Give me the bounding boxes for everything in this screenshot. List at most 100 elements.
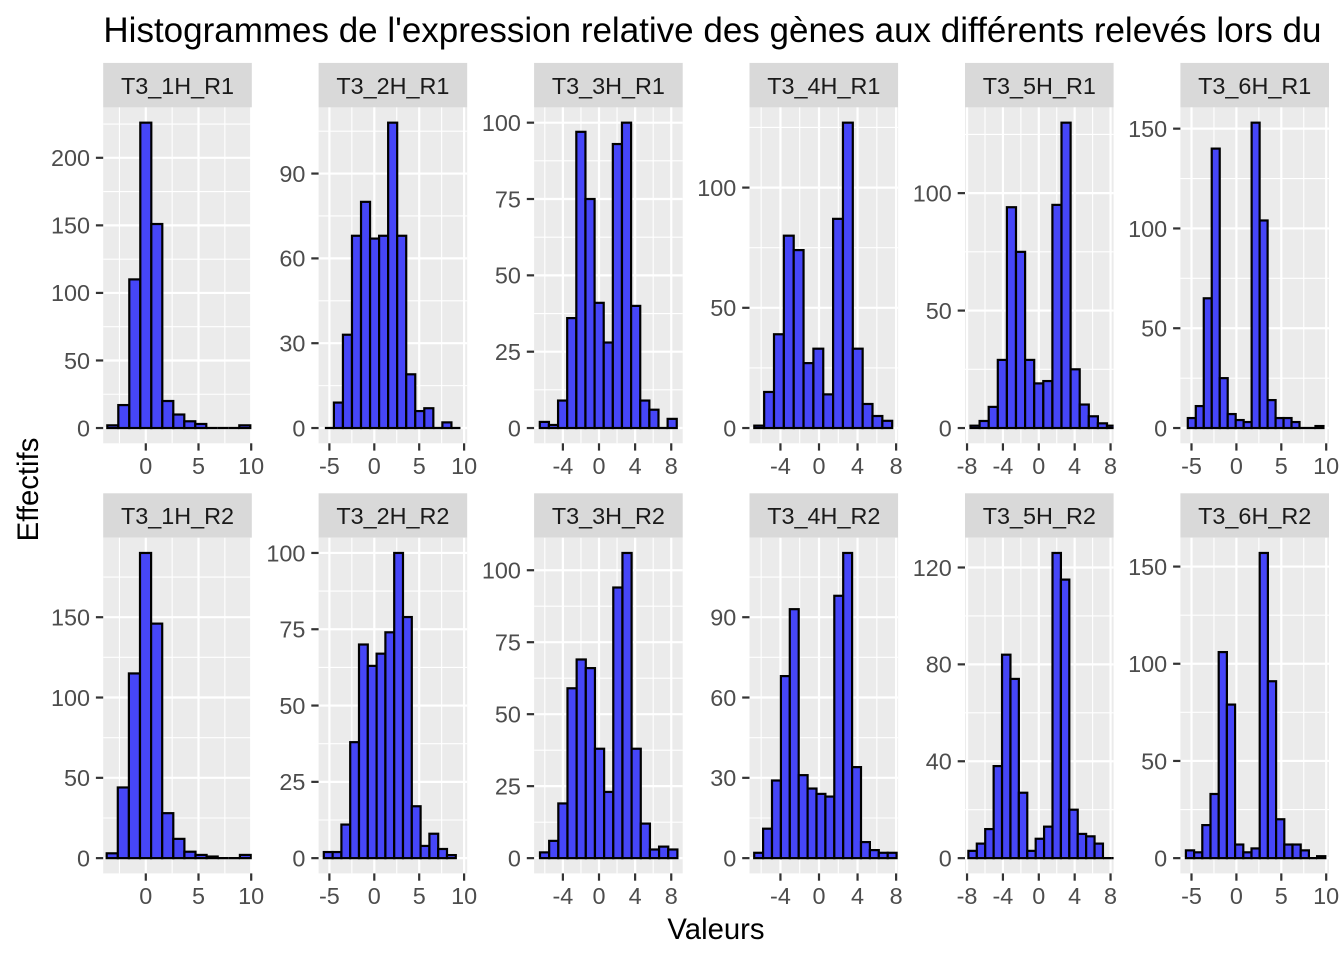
svg-text:25: 25	[279, 769, 305, 795]
svg-text:0: 0	[77, 845, 90, 871]
svg-text:0: 0	[1154, 415, 1167, 441]
svg-text:120: 120	[913, 555, 952, 581]
svg-text:150: 150	[1128, 116, 1167, 142]
svg-text:90: 90	[279, 161, 305, 187]
svg-text:8: 8	[665, 453, 678, 479]
svg-text:0: 0	[812, 453, 825, 479]
svg-text:0: 0	[368, 453, 381, 479]
svg-text:100: 100	[51, 685, 90, 711]
svg-text:T3_6H_R1: T3_6H_R1	[1198, 73, 1311, 99]
svg-text:100: 100	[51, 280, 90, 306]
svg-text:50: 50	[64, 765, 90, 791]
svg-text:8: 8	[1104, 453, 1117, 479]
svg-text:75: 75	[495, 186, 521, 212]
svg-text:100: 100	[482, 558, 521, 584]
svg-text:40: 40	[926, 749, 952, 775]
svg-text:200: 200	[51, 145, 90, 171]
svg-text:T3_6H_R2: T3_6H_R2	[1198, 503, 1311, 529]
svg-text:10: 10	[1313, 453, 1339, 479]
svg-text:5: 5	[1275, 883, 1288, 909]
svg-text:150: 150	[51, 605, 90, 631]
svg-text:0: 0	[1154, 845, 1167, 871]
svg-text:-8: -8	[957, 453, 978, 479]
svg-text:60: 60	[279, 246, 305, 272]
svg-text:0: 0	[292, 415, 305, 441]
svg-text:50: 50	[495, 263, 521, 289]
svg-text:0: 0	[1230, 883, 1243, 909]
svg-text:-4: -4	[552, 453, 573, 479]
svg-text:4: 4	[629, 453, 642, 479]
svg-text:T3_5H_R2: T3_5H_R2	[983, 503, 1096, 529]
svg-text:Histogrammes de l'expression r: Histogrammes de l'expression relative de…	[103, 11, 1321, 50]
svg-text:50: 50	[495, 701, 521, 727]
svg-text:0: 0	[1230, 453, 1243, 479]
svg-text:50: 50	[1141, 748, 1167, 774]
svg-text:50: 50	[64, 348, 90, 374]
svg-text:0: 0	[1032, 883, 1045, 909]
svg-text:150: 150	[1128, 554, 1167, 580]
svg-text:25: 25	[495, 773, 521, 799]
svg-text:10: 10	[238, 453, 264, 479]
svg-text:-4: -4	[993, 453, 1014, 479]
svg-text:-4: -4	[770, 453, 791, 479]
svg-text:T3_4H_R1: T3_4H_R1	[767, 73, 880, 99]
svg-text:-5: -5	[1181, 453, 1202, 479]
svg-text:0: 0	[592, 453, 605, 479]
svg-text:4: 4	[629, 883, 642, 909]
svg-text:5: 5	[1275, 453, 1288, 479]
svg-text:T3_2H_R1: T3_2H_R1	[336, 73, 449, 99]
svg-text:10: 10	[451, 453, 477, 479]
svg-text:10: 10	[451, 883, 477, 909]
svg-text:-4: -4	[552, 883, 573, 909]
svg-text:60: 60	[710, 685, 736, 711]
svg-text:150: 150	[51, 213, 90, 239]
svg-text:4: 4	[1068, 453, 1081, 479]
svg-text:100: 100	[482, 110, 521, 136]
svg-text:80: 80	[926, 652, 952, 678]
svg-text:8: 8	[890, 883, 903, 909]
svg-text:8: 8	[890, 453, 903, 479]
svg-text:30: 30	[279, 331, 305, 357]
svg-text:50: 50	[710, 295, 736, 321]
svg-text:0: 0	[77, 415, 90, 441]
svg-text:-5: -5	[319, 883, 340, 909]
svg-text:4: 4	[851, 453, 864, 479]
svg-text:0: 0	[508, 845, 521, 871]
svg-text:0: 0	[508, 415, 521, 441]
svg-text:0: 0	[723, 415, 736, 441]
svg-text:0: 0	[139, 453, 152, 479]
svg-text:0: 0	[592, 883, 605, 909]
svg-text:-4: -4	[993, 883, 1014, 909]
svg-text:0: 0	[723, 845, 736, 871]
svg-text:-4: -4	[770, 883, 791, 909]
svg-text:50: 50	[279, 693, 305, 719]
svg-text:0: 0	[812, 883, 825, 909]
svg-text:T3_4H_R2: T3_4H_R2	[767, 503, 880, 529]
svg-text:0: 0	[939, 415, 952, 441]
svg-text:8: 8	[1104, 883, 1117, 909]
svg-text:4: 4	[851, 883, 864, 909]
svg-text:30: 30	[710, 765, 736, 791]
svg-text:75: 75	[279, 617, 305, 643]
svg-text:Effectifs: Effectifs	[12, 438, 45, 542]
svg-text:T3_1H_R2: T3_1H_R2	[121, 503, 234, 529]
svg-text:10: 10	[238, 883, 264, 909]
svg-text:5: 5	[413, 453, 426, 479]
svg-text:Valeurs: Valeurs	[667, 913, 764, 946]
svg-text:100: 100	[1128, 651, 1167, 677]
svg-text:0: 0	[368, 883, 381, 909]
svg-text:100: 100	[697, 175, 736, 201]
svg-text:10: 10	[1313, 883, 1339, 909]
svg-text:0: 0	[139, 883, 152, 909]
svg-text:-5: -5	[319, 453, 340, 479]
svg-text:5: 5	[413, 883, 426, 909]
svg-text:8: 8	[665, 883, 678, 909]
svg-text:50: 50	[1141, 316, 1167, 342]
svg-text:75: 75	[495, 630, 521, 656]
svg-text:50: 50	[926, 298, 952, 324]
svg-text:T3_2H_R2: T3_2H_R2	[336, 503, 449, 529]
svg-text:T3_1H_R1: T3_1H_R1	[121, 73, 234, 99]
svg-text:100: 100	[1128, 216, 1167, 242]
svg-text:T3_5H_R1: T3_5H_R1	[983, 73, 1096, 99]
svg-text:-8: -8	[957, 883, 978, 909]
